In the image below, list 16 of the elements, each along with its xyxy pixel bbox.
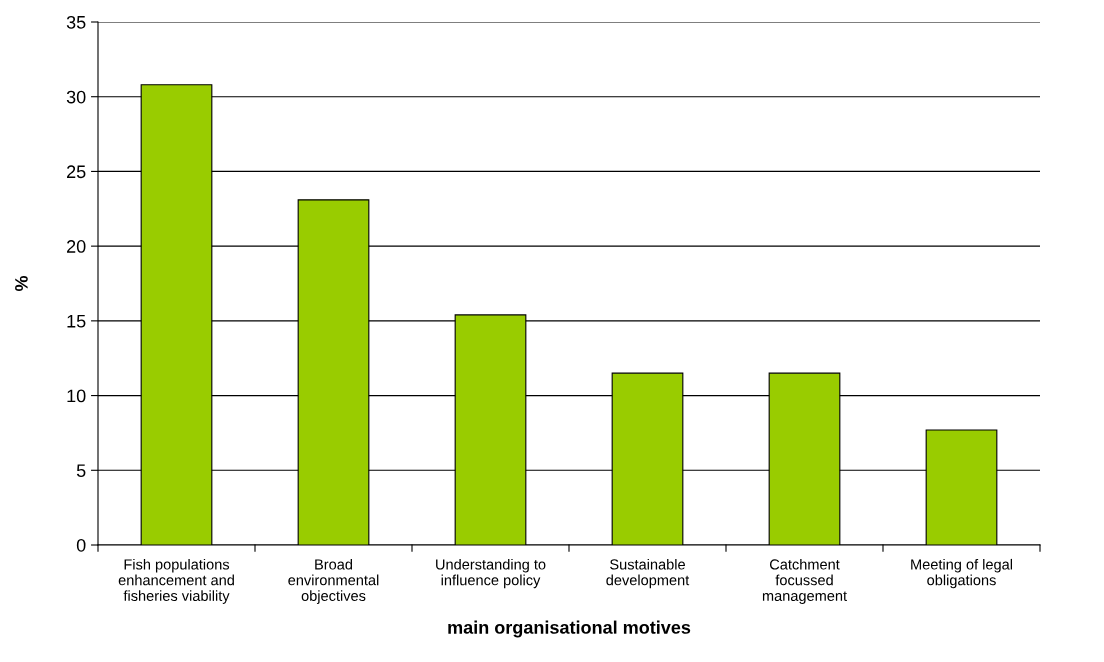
y-axis-title: % (15, 275, 28, 292)
y-tick-label: 35 (66, 15, 86, 29)
x-tick-label: Broad environmental objectives (288, 558, 379, 604)
x-tick-label: Understanding to influence policy (436, 558, 546, 589)
y-tick-label: 20 (67, 240, 86, 253)
y-tick-label: 5 (76, 464, 86, 478)
x-tick-label: Catchment focussed management (762, 558, 847, 604)
y-tick-label: 30 (66, 90, 86, 104)
x-tick-label: Meeting of legal obligations (911, 558, 1013, 589)
x-axis-title: main organisational motives (448, 620, 691, 638)
x-tick-label: Sustainable development (606, 558, 690, 589)
y-tick-label: 10 (67, 389, 86, 403)
y-tick-label: 25 (67, 165, 86, 179)
y-tick-label: 0 (76, 538, 86, 552)
y-tick-label: 15 (67, 314, 86, 328)
x-tick-label: Fish populations enhancement and fisheries viability (118, 558, 234, 604)
